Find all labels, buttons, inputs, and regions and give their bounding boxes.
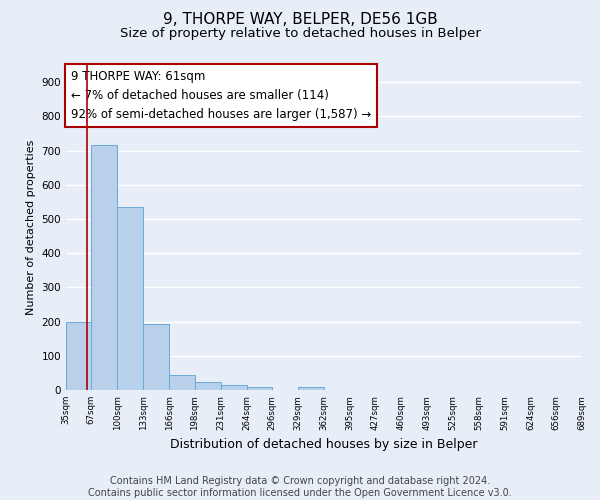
Text: Size of property relative to detached houses in Belper: Size of property relative to detached ho… bbox=[119, 28, 481, 40]
Bar bbox=[143, 324, 169, 390]
Text: Contains HM Land Registry data © Crown copyright and database right 2024.
Contai: Contains HM Land Registry data © Crown c… bbox=[88, 476, 512, 498]
Bar bbox=[194, 382, 221, 390]
Bar bbox=[66, 322, 91, 390]
X-axis label: Distribution of detached houses by size in Belper: Distribution of detached houses by size … bbox=[170, 438, 478, 451]
Bar bbox=[169, 374, 194, 390]
Text: 9 THORPE WAY: 61sqm
← 7% of detached houses are smaller (114)
92% of semi-detach: 9 THORPE WAY: 61sqm ← 7% of detached hou… bbox=[71, 70, 371, 121]
Bar bbox=[247, 386, 272, 390]
Bar bbox=[298, 388, 324, 390]
Bar bbox=[221, 385, 247, 390]
Text: 9, THORPE WAY, BELPER, DE56 1GB: 9, THORPE WAY, BELPER, DE56 1GB bbox=[163, 12, 437, 28]
Bar bbox=[117, 207, 143, 390]
Bar bbox=[91, 146, 117, 390]
Y-axis label: Number of detached properties: Number of detached properties bbox=[26, 140, 36, 315]
